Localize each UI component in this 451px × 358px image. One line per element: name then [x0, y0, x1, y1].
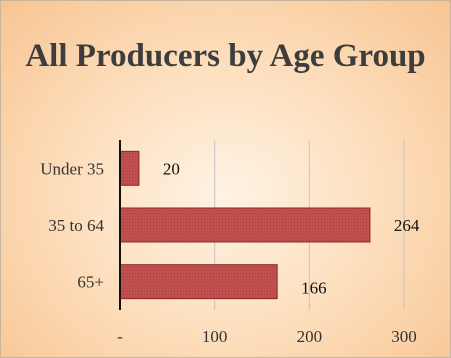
bar-2	[119, 264, 278, 300]
chart-title: All Producers by Age Group	[25, 38, 426, 74]
category-label: 65+	[77, 273, 104, 292]
data-label: 166	[301, 279, 327, 298]
x-tick-label: -	[117, 327, 123, 346]
bar-0	[119, 150, 140, 186]
labels: - 100 200 300 Under 35 20 35 to 64 264 65+ 166	[40, 159, 420, 346]
x-tick-label: 100	[202, 327, 228, 346]
x-tick-label: 300	[391, 327, 417, 346]
data-label: 20	[163, 159, 180, 178]
bar-1	[119, 207, 371, 243]
x-tick-label: 200	[297, 327, 323, 346]
category-label: 35 to 64	[48, 216, 104, 235]
data-label: 264	[394, 216, 420, 235]
bars	[119, 150, 371, 300]
category-label: Under 35	[40, 159, 104, 178]
